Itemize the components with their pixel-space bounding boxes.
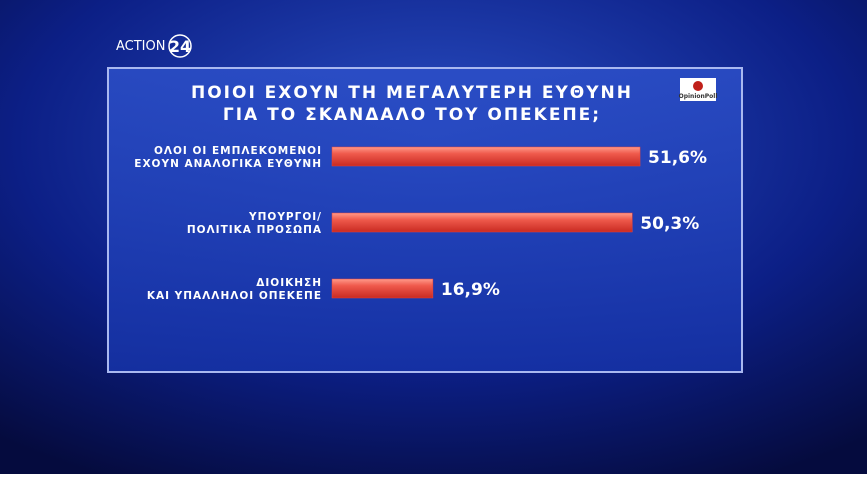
source: OpinionPoll xyxy=(679,93,718,100)
channel-name: ACTION xyxy=(116,39,165,54)
value-label: 50,3% xyxy=(640,214,699,234)
channel-number: 24 xyxy=(169,37,191,56)
chart-title: ΠΟΙΟΙ ΕΧΟΥΝ ΤΗ ΜΕΓΑΛΥΤΕΡΗ ΕΥΘΥΝΗ ΓΙΑ ΤΟ Σ… xyxy=(191,83,633,125)
logo-ring xyxy=(168,34,192,58)
category-label: ΟΛΟΙ ΟΙ ΕΜΠΛΕΚΟΜΕΝΟΙ ΕΧΟΥΝ ΑΝΑΛΟΓΙΚΑ ΕΥΘΥ… xyxy=(134,145,322,170)
value-label: 51,6% xyxy=(648,148,707,168)
category-label: ΥΠΟΥΡΓΟΙ/ΠΟΛΙΤΙΚΑ ΠΡΟΣΩΠΑ xyxy=(187,211,322,236)
bar xyxy=(331,212,633,233)
bar xyxy=(331,278,434,299)
source-icon xyxy=(693,81,703,91)
value-label: 16,9% xyxy=(441,280,500,300)
category-label: ΔΙΟΙΚΗΣΗ ΚΑΙ ΥΠΑΛΛΗΛΟΙ ΟΠΕΚΕΠΕ xyxy=(147,277,322,302)
bar xyxy=(331,146,641,167)
